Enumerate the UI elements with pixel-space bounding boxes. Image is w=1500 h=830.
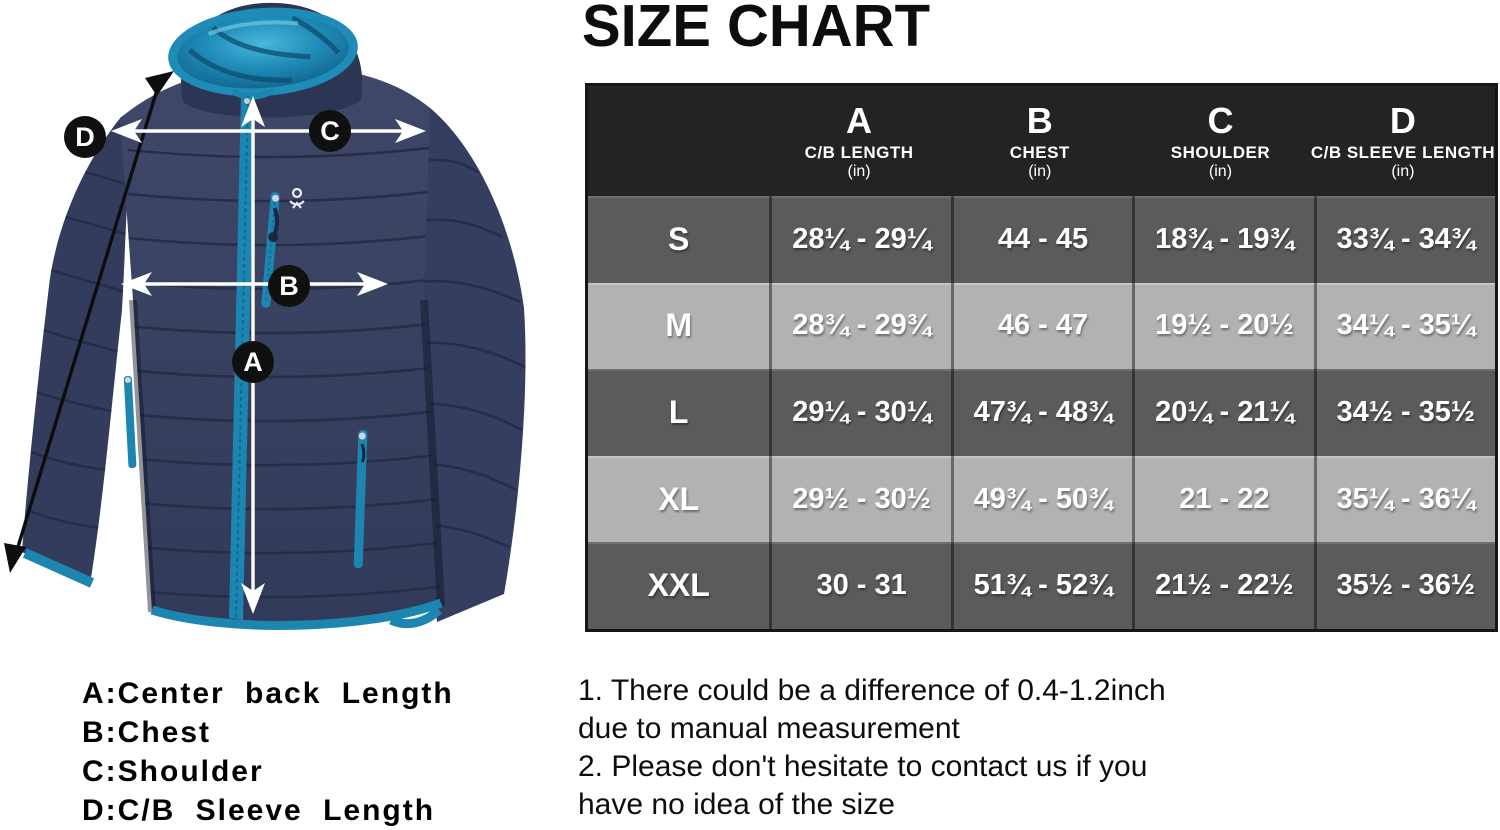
measurement-cell: 44 - 45: [950, 196, 1132, 283]
notes: 1. There could be a difference of 0.4-1.…: [578, 672, 1166, 824]
badge-c-circle: [309, 110, 351, 152]
note-line: 1. There could be a difference of 0.4-1.…: [578, 674, 1166, 707]
jacket-measurement-diagram: D C B A: [0, 0, 560, 665]
measurement-cell: 47¾ - 48¾: [950, 369, 1132, 456]
header-name: C/B LENGTH: [804, 143, 914, 163]
size-cell: L: [668, 393, 689, 430]
jacket-chest-zipper: [261, 192, 280, 308]
size-cell: XL: [658, 480, 700, 517]
size-chart-table: A C/B LENGTH (in) B CHEST (in) C SHOULDE…: [585, 83, 1498, 632]
legend-line-a: A:Center back Length: [82, 677, 454, 710]
table-row-s: S 28¼ - 29¼ 44 - 45 18¾ - 19¾ 33¾ - 34¾: [588, 196, 1495, 283]
jacket-hood: [168, 2, 363, 118]
measurement-cell: 20¼ - 21¼: [1132, 369, 1313, 456]
measurement-cell: 35½ - 36½: [1313, 542, 1495, 629]
header-letter: A: [846, 99, 873, 141]
jacket-illustration: D C B A: [4, 2, 526, 630]
legend-line-d: D:C/B Sleeve Length: [82, 794, 436, 827]
header-cell-a: A C/B LENGTH (in): [769, 86, 950, 196]
measurement-cell: 29¼ - 30¼: [769, 369, 950, 456]
measurement-cell: 49¾ - 50¾: [950, 455, 1132, 543]
size-cell: M: [665, 307, 693, 344]
header-name: C/B SLEEVE LENGTH: [1310, 143, 1495, 163]
measurement-cell: 18¾ - 19¾: [1132, 196, 1313, 283]
table-row-xxl: XXL 30 - 31 51¾ - 52¾ 21½ - 22½ 35½ - 36…: [588, 542, 1495, 629]
table-row-xl: XL 29½ - 30½ 49¾ - 50¾ 21 - 22 35¼ - 36¼: [588, 455, 1495, 543]
header-unit: (in): [1391, 163, 1415, 181]
badge-b-circle: [268, 265, 310, 307]
table-header-row: A C/B LENGTH (in) B CHEST (in) C SHOULDE…: [588, 86, 1495, 196]
measurement-cell: 34¼ - 35¼: [1313, 282, 1495, 370]
jacket-torso: [120, 65, 445, 629]
note-line: have no idea of the size: [578, 788, 895, 821]
measurement-cell: 35¼ - 36¼: [1313, 455, 1495, 543]
measure-badges: D C B A: [64, 110, 351, 383]
badge-a-label: A: [243, 347, 263, 377]
measurement-cell: 29½ - 30½: [769, 455, 950, 543]
header-unit: (in): [847, 163, 871, 181]
measurement-cell: 21½ - 22½: [1132, 542, 1313, 629]
measurement-cell: 19½ - 20½: [1132, 282, 1313, 370]
badge-a-circle: [232, 341, 274, 383]
header-unit: (in): [1028, 163, 1052, 181]
header-unit: (in): [1208, 163, 1233, 181]
badge-d-label: D: [75, 122, 95, 152]
header-name: CHEST: [1009, 143, 1070, 163]
measurement-cell: 46 - 47: [950, 282, 1132, 370]
legend-line-c: C:Shoulder: [82, 755, 264, 788]
header-cell-c: C SHOULDER (in): [1130, 86, 1311, 196]
table-row-m: M 28¾ - 29¾ 46 - 47 19½ - 20½ 34¼ - 35¼: [588, 282, 1495, 370]
brand-logo-icon: [289, 187, 305, 209]
header-cell-b: B CHEST (in): [949, 86, 1130, 196]
measure-arrow-c: [111, 119, 426, 143]
measurement-cell: 34½ - 35½: [1313, 369, 1495, 456]
header-letter: D: [1389, 99, 1416, 141]
jacket-teal-trims: [22, 548, 443, 630]
badge-c-label: C: [320, 116, 340, 146]
header-letter: B: [1026, 99, 1053, 141]
measurement-cell: 28¾ - 29¾: [769, 282, 950, 370]
table-row-l: L 29¼ - 30¼ 47¾ - 48¾ 20¼ - 21¼ 34½ - 35…: [588, 369, 1495, 456]
badge-b-label: B: [279, 271, 299, 301]
note-line: due to manual measurement: [578, 712, 960, 745]
badge-d-circle: [64, 116, 106, 158]
header-cell-d: D C/B SLEEVE LENGTH (in): [1311, 86, 1495, 196]
measurement-legend: A:Center back Length B:Chest C:Shoulder …: [82, 674, 454, 830]
size-cell: XXL: [647, 567, 710, 604]
measurement-cell: 28¼ - 29¼: [769, 196, 950, 283]
measurement-cell: 51¾ - 52¾: [950, 542, 1132, 629]
measure-arrow-d: [4, 71, 174, 573]
measurement-cell: 21 - 22: [1132, 455, 1313, 543]
jacket-left-pocket-zipper: [123, 376, 137, 468]
measurement-cell: 30 - 31: [769, 542, 950, 629]
page-title: SIZE CHART: [582, 0, 930, 60]
size-cell: S: [668, 220, 690, 257]
measurement-cell: 33¾ - 34¾: [1313, 196, 1495, 283]
jacket-right-pocket-zipper: [353, 430, 368, 568]
header-letter: C: [1207, 99, 1234, 141]
header-name: SHOULDER: [1170, 143, 1271, 163]
legend-line-b: B:Chest: [82, 716, 212, 749]
note-line: 2. Please don't hesitate to contact us i…: [578, 750, 1148, 783]
header-cell-size: [588, 86, 769, 196]
